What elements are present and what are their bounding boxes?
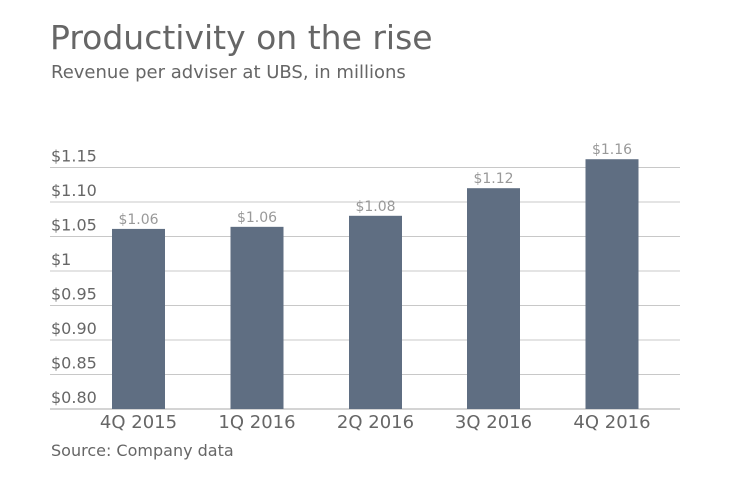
y-tick-label: $1.15 (51, 147, 97, 166)
bar (585, 159, 639, 409)
data-label: $1.16 (592, 142, 632, 158)
y-tick-label: $0.95 (51, 285, 97, 304)
chart-subtitle: Revenue per adviser at UBS, in millions (51, 62, 406, 83)
data-label: $1.08 (355, 199, 395, 215)
chart-title: Productivity on the rise (50, 18, 433, 57)
x-tick-label: 1Q 2016 (218, 412, 295, 433)
bar (230, 226, 284, 409)
data-label: $1.06 (237, 210, 277, 226)
x-tick-label: 4Q 2016 (573, 412, 650, 433)
bar (112, 228, 165, 409)
x-tick-label: 4Q 2015 (100, 412, 177, 433)
x-tick-label: 3Q 2016 (455, 412, 532, 433)
source-note: Source: Company data (51, 441, 234, 460)
data-label: $1.12 (473, 171, 513, 187)
data-label: $1.06 (118, 212, 158, 228)
bar (349, 215, 402, 409)
bar (467, 188, 520, 409)
y-tick-label: $0.80 (51, 388, 97, 407)
y-tick-label: $1 (51, 250, 71, 269)
x-tick-label: 2Q 2016 (337, 412, 414, 433)
y-tick-label: $1.05 (51, 216, 97, 235)
y-tick-label: $0.90 (51, 319, 97, 338)
y-tick-label: $1.10 (51, 181, 97, 200)
y-tick-label: $0.85 (51, 354, 97, 373)
